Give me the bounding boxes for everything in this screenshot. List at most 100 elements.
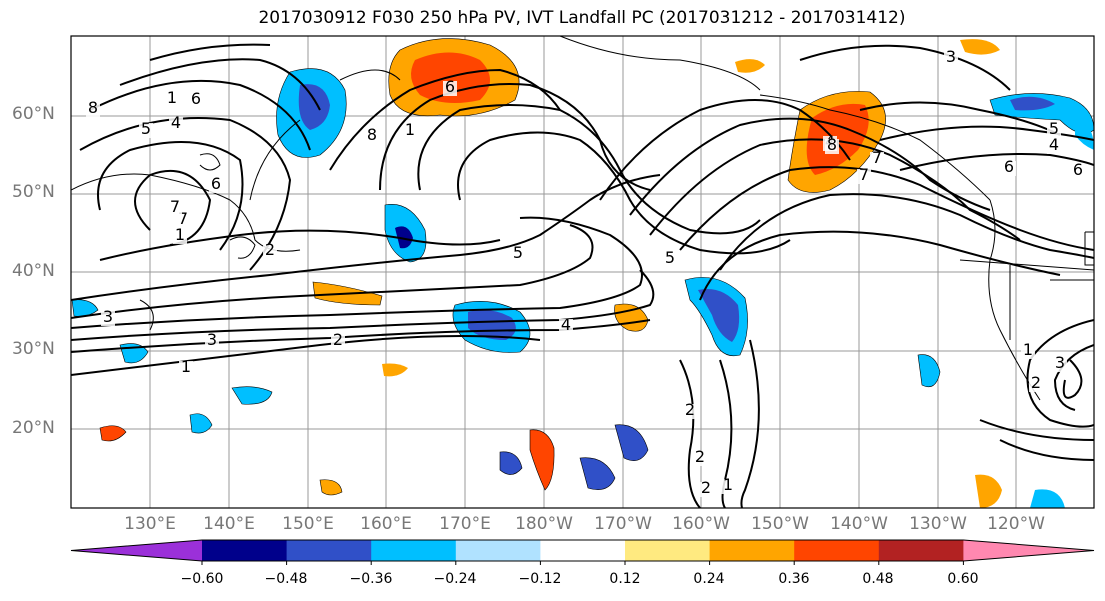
negative-anomaly — [579, 457, 616, 490]
positive-anomaly — [99, 425, 127, 442]
colorbar-tick: −0.48 — [264, 571, 308, 587]
contour-label: 5 — [1049, 119, 1059, 138]
contour-label-bg — [168, 201, 182, 216]
contour-label: 6 — [1004, 157, 1014, 176]
colorbar-segment — [202, 540, 288, 561]
contour-label-bg — [179, 361, 193, 376]
contour-label-bg — [176, 213, 190, 228]
contour-label: 2 — [695, 447, 705, 466]
contour-label-bg — [683, 404, 697, 419]
contour-label-bg — [165, 92, 179, 107]
negative-anomaly — [917, 354, 941, 388]
colorbar-segment — [455, 540, 541, 561]
lon-label: 140°E — [203, 514, 255, 534]
contour-label-bg — [663, 252, 677, 267]
colorbar-segment — [371, 540, 457, 561]
contour-label: 7 — [178, 209, 188, 228]
contour-label-bg — [443, 81, 457, 96]
contour-label: 2 — [265, 240, 275, 259]
contour-label-bg — [139, 123, 153, 138]
contour-label: 1 — [181, 357, 191, 376]
contour-label: 7 — [859, 165, 869, 184]
contour-label-bg — [857, 169, 871, 184]
contour-label: 3 — [946, 47, 956, 66]
negative-anomaly — [298, 84, 330, 130]
contour-label-bg — [693, 451, 707, 466]
positive-anomaly — [975, 474, 1002, 508]
strong-negative-anomaly — [698, 289, 740, 342]
lon-label: 150°W — [751, 514, 809, 534]
contour-label: 6 — [1073, 160, 1083, 179]
contour-label: 6 — [211, 174, 221, 193]
contour-label: 1 — [405, 120, 415, 139]
contour-label: 1 — [1023, 340, 1033, 359]
colorbar-tick: 0.48 — [862, 571, 894, 587]
contour-label: 4 — [171, 113, 181, 132]
contour-label: 1 — [167, 88, 177, 107]
contour-label-bg — [870, 152, 884, 167]
colorbar-segment — [878, 540, 964, 561]
contour-label-bg — [189, 93, 203, 108]
contour-label-bg — [699, 482, 713, 497]
lon-label: 140°W — [830, 514, 888, 534]
lat-label: 60°N — [12, 104, 55, 124]
lon-label: 160°W — [672, 514, 730, 534]
coastlines — [71, 36, 1094, 401]
contour-label: 2 — [701, 478, 711, 497]
colorbar-tick: 0.60 — [947, 571, 979, 587]
positive-anomaly — [382, 363, 408, 377]
lon-label: 180°W — [515, 514, 573, 534]
lon-label: 130°E — [124, 514, 176, 534]
contour-label-bg — [86, 102, 100, 117]
negative-anomaly — [231, 386, 273, 405]
negative-anomaly — [189, 413, 213, 434]
contour-label: 5 — [141, 119, 151, 138]
colorbar-tick: 0.36 — [778, 571, 810, 587]
contour-label: 3 — [1055, 353, 1065, 372]
lat-label: 30°N — [12, 339, 55, 359]
contour-label-bg — [173, 229, 187, 244]
strong-negative-anomaly — [1010, 96, 1055, 111]
contour-label: 5 — [513, 243, 523, 262]
contour-label: 2 — [333, 330, 343, 349]
colorbar-segment — [286, 540, 372, 561]
contour-label-bg — [1002, 161, 1016, 176]
colorbar-tick: −0.12 — [518, 571, 562, 587]
negative-anomaly — [1030, 489, 1065, 508]
colorbar-segment — [709, 540, 795, 561]
colorbar-extend-high — [963, 540, 1094, 561]
lon-label: 160°E — [360, 514, 412, 534]
contour-label-bg — [331, 334, 345, 349]
contour-label: 4 — [561, 315, 571, 334]
negative-anomaly — [395, 226, 413, 249]
contour-label-bg — [825, 139, 839, 154]
contour-label-bg — [205, 334, 219, 349]
colorbar-extend-low — [71, 540, 202, 561]
contour-label: 8 — [88, 98, 98, 117]
colorbar-tick: 0.24 — [693, 571, 725, 587]
colorbar-segment — [794, 540, 880, 561]
contour-label-bg — [1047, 123, 1061, 138]
contour-label: 2 — [685, 400, 695, 419]
lon-label: 150°E — [282, 514, 334, 534]
contour-label: 5 — [665, 248, 675, 267]
contour-label: 3 — [103, 307, 113, 326]
contour-label: 7 — [872, 148, 882, 167]
contour-label-bg — [263, 244, 277, 259]
lat-label: 20°N — [12, 418, 55, 438]
contour-label: 8 — [827, 135, 837, 154]
positive-anomaly — [319, 479, 343, 496]
contour-label-bg — [1021, 344, 1035, 359]
pv-contours — [71, 43, 1094, 508]
contour-label: 3 — [207, 330, 217, 349]
strong-positive-anomaly — [411, 52, 490, 104]
colorbar-tick: −0.60 — [180, 571, 224, 587]
contour-label-bg — [721, 479, 735, 494]
lon-label: 120°W — [987, 514, 1045, 534]
contour-label-bg — [1047, 139, 1061, 154]
contour-label-bg — [101, 311, 115, 326]
colorbar-tick: 0.12 — [609, 571, 641, 587]
contour-label-bg — [169, 117, 183, 132]
map-title: 2017030912 F030 250 hPa PV, IVT Landfall… — [258, 8, 906, 28]
contour-label-bg — [1053, 357, 1067, 372]
